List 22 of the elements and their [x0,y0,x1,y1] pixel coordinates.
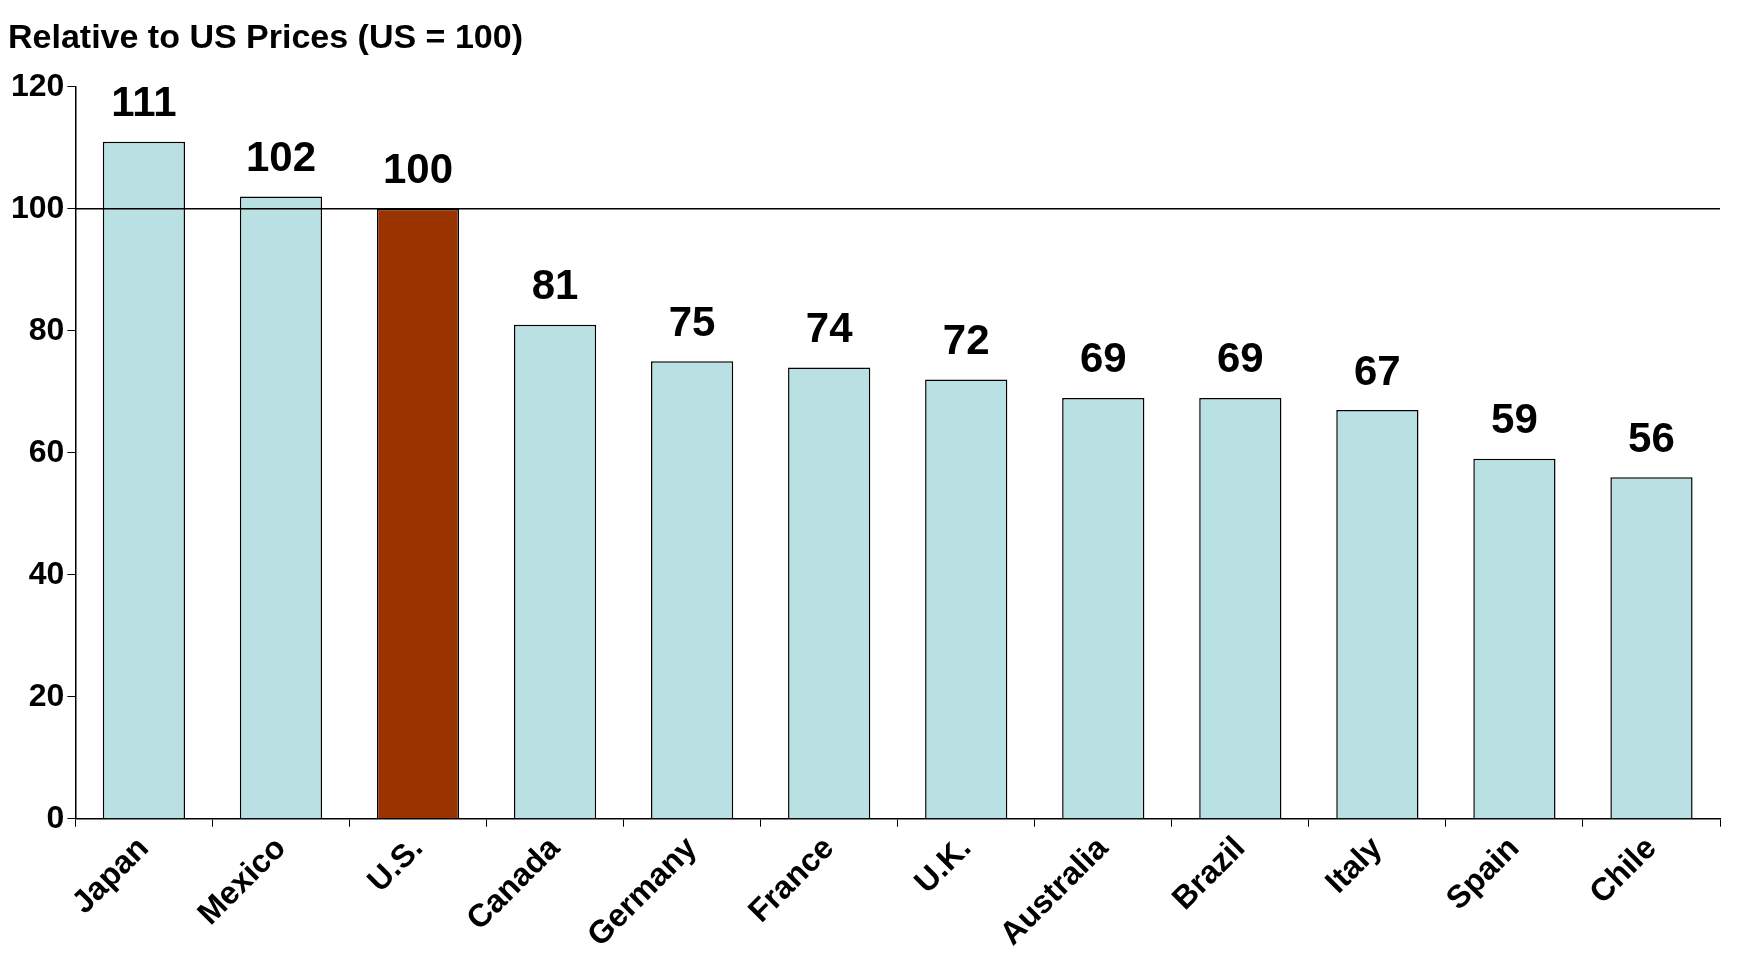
data-label: 74 [805,303,854,351]
data-label: 72 [942,316,990,364]
data-label: 69 [1079,334,1127,382]
y-tick-label: 0 [46,798,65,835]
y-tick-label: 40 [28,554,65,591]
y-tick-label: 60 [28,432,65,469]
data-label: 102 [245,133,317,181]
data-label: 75 [668,297,716,345]
data-label: 69 [1216,334,1264,382]
data-label: 111 [111,78,177,126]
y-tick-label: 80 [28,310,65,347]
data-label: 56 [1628,413,1675,461]
x-tick-label: U.K. [906,829,978,900]
data-label: 59 [1491,395,1538,443]
data-label: 81 [531,261,579,309]
data-label: 100 [382,145,454,193]
y-tick-label: 20 [28,676,65,713]
chart-title: Relative to US Prices (US = 100) [8,16,523,55]
y-tick-label: 120 [11,66,65,103]
data-label: 67 [1354,346,1401,394]
y-tick-label: 100 [11,188,65,225]
x-tick-label: U.S. [359,829,430,899]
